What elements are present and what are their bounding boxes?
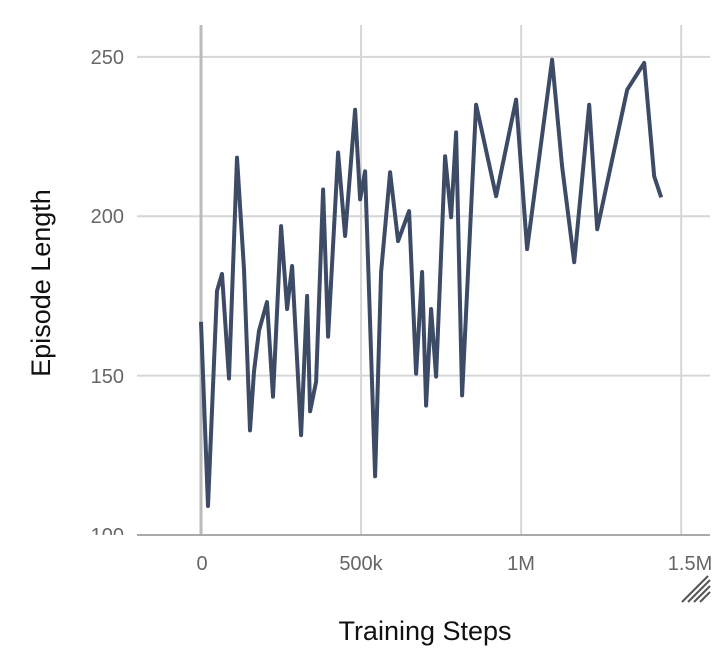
x-tick-label: 1M	[507, 553, 535, 575]
y-tick-label: 150	[91, 366, 124, 388]
grid	[137, 25, 710, 536]
y-tick-label: 250	[91, 47, 124, 69]
y-tick-label: 100	[91, 525, 124, 547]
y-axis-title: Episode Length	[26, 189, 56, 377]
y-tick-labels: 100 150 200 250	[91, 47, 124, 547]
series-line	[199, 57, 664, 508]
x-tick-label: 1.5M	[668, 553, 712, 575]
x-tick-labels: 0 500k 1M 1.5M	[196, 553, 712, 575]
x-axis-title: Training Steps	[338, 616, 511, 646]
x-tick-label: 0	[196, 553, 207, 575]
x-tick-label: 500k	[339, 553, 383, 575]
y-tick-label: 200	[91, 206, 124, 228]
resize-handle-icon[interactable]	[681, 575, 711, 603]
